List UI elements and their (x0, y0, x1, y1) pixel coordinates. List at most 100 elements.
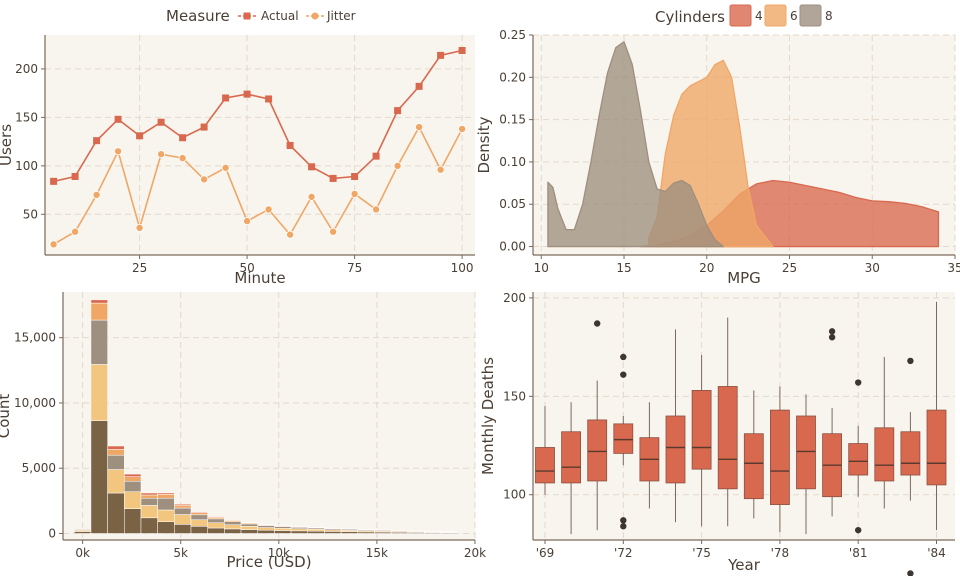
x-tick-label: '81 (849, 546, 868, 560)
box-body (613, 423, 634, 454)
outlier-point (620, 523, 627, 530)
box-body (691, 390, 712, 470)
y-axis-title: Users (0, 124, 15, 166)
histogram-bar-segment (224, 521, 242, 525)
data-point (329, 227, 338, 236)
density-area-8-cyl (547, 41, 724, 248)
box-'83 (900, 357, 921, 576)
series-line-actual (53, 49, 463, 183)
histogram-bar-segment (124, 473, 142, 477)
y-tick-label: 0 (48, 526, 56, 540)
box-body (848, 443, 869, 476)
box-'74 (665, 329, 686, 523)
data-point (458, 47, 466, 55)
plot-background (45, 35, 475, 255)
y-tick-label: 200 (15, 62, 38, 76)
data-point (329, 174, 337, 182)
x-tick-label: '78 (771, 546, 790, 560)
histogram-bar-segment (207, 516, 225, 518)
legend: Cylinders 4 6 8 (655, 4, 833, 27)
y-tick-label: 0.10 (499, 155, 526, 169)
histogram-bar-segment (174, 514, 192, 525)
x-tick-label: 75 (347, 261, 362, 275)
outlier-point (855, 379, 862, 386)
data-point (157, 150, 166, 159)
histogram-bar-segment (174, 507, 192, 515)
x-axis-title: Minute (234, 269, 285, 287)
data-point (308, 163, 316, 171)
y-tick-label: 150 (15, 110, 38, 124)
histogram-bar-segment (307, 529, 325, 532)
y-tick-label: 200 (503, 291, 526, 305)
data-point (415, 123, 424, 132)
histogram-bar-segment (274, 530, 292, 534)
density-chart: 10 15 20 25 30 35 0.00 0.05 0.10 0.15 0.20 0.25 MPG D… (475, 4, 960, 287)
x-axis-title: Price (USD) (226, 553, 311, 571)
histogram-bar-segment (107, 469, 125, 494)
histogram-bar-segment (90, 319, 108, 365)
data-point (372, 205, 381, 214)
data-point (178, 154, 187, 163)
box-'79 (796, 394, 816, 535)
data-point (264, 205, 273, 214)
data-point (307, 192, 316, 201)
box-'76 (717, 317, 738, 527)
histogram-bar-segment (207, 518, 225, 524)
histogram-bar-segment (274, 528, 292, 531)
outlier-point (828, 334, 836, 341)
data-point (394, 107, 402, 115)
data-point (286, 141, 294, 149)
line-chart: 25 50 75 100 50 100 150 200 Minute Users Measure Ac… (0, 7, 475, 287)
histogram-bar-segment (340, 531, 359, 534)
data-point (243, 90, 251, 98)
x-tick-label: 25 (132, 261, 147, 275)
histogram-bar-segment (224, 524, 242, 530)
box-'78 (770, 386, 790, 533)
x-tick-label: 10k (268, 546, 290, 560)
histogram-bar-segment (190, 526, 208, 534)
data-point (135, 223, 144, 232)
histogram-bar-segment (174, 503, 192, 506)
histogram-bar-segment (257, 527, 275, 531)
histogram-bar-segment (140, 494, 158, 499)
y-tick-label: 5,000 (22, 461, 56, 475)
x-tick-label: 50 (239, 261, 254, 275)
histogram-bar-segment (140, 517, 158, 534)
legend-key-marker (311, 12, 319, 20)
histogram-bar-segment (207, 527, 225, 534)
histogram-bar-segment (107, 454, 125, 470)
histogram-bar-segment (90, 299, 108, 304)
data-point (458, 125, 467, 134)
histogram-bar-segment (207, 522, 225, 529)
data-point (221, 163, 230, 172)
histogram-bar-segment (240, 526, 258, 530)
data-point (200, 123, 208, 131)
histogram-bar-segment (140, 497, 158, 506)
outlier-point (855, 526, 862, 534)
y-axis-title: Count (0, 394, 13, 439)
data-point (93, 137, 101, 145)
y-axis-title: Monthly Deaths (479, 357, 497, 475)
histogram-bar-segment (90, 302, 108, 321)
box-body (561, 431, 581, 484)
y-tick-label: 150 (503, 389, 526, 403)
x-tick-label: 30 (865, 261, 880, 275)
box-'77 (743, 390, 764, 519)
outlier-point (907, 570, 914, 576)
y-tick-label: 10,000 (14, 396, 56, 410)
series-line-jitter (53, 125, 463, 246)
y-tick-label: 100 (503, 488, 526, 502)
legend: Measure Actual Jitter (166, 7, 356, 25)
histogram-bar-segment (190, 519, 208, 527)
outlier-point (828, 328, 836, 335)
histogram-bar-segment (107, 492, 125, 534)
x-tick-label: 10 (534, 261, 549, 275)
legend-label: Actual (261, 9, 299, 23)
box-'70 (561, 402, 581, 535)
histogram-bar-segment (107, 445, 125, 450)
boxplot-chart: '69 '72 '75 '78 '81 '84 100 150 200 Year Monthly D… (479, 291, 955, 576)
box-'72 (613, 353, 634, 530)
histogram-bar-segment (290, 528, 308, 532)
box-'69 (535, 406, 555, 495)
